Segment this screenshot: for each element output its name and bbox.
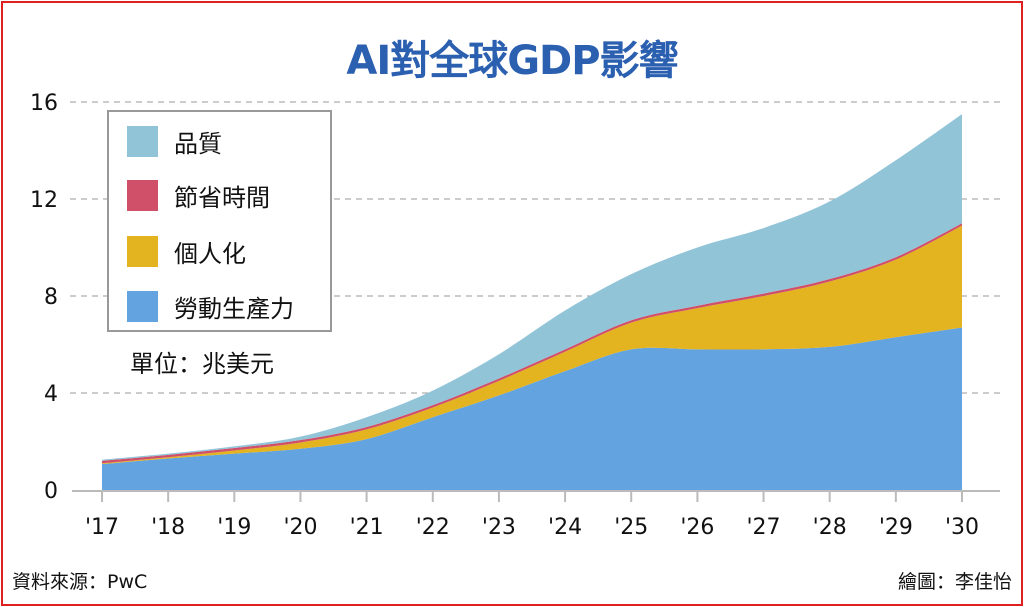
x-tick-label: '25 — [614, 515, 648, 540]
x-tick-label: '28 — [813, 515, 847, 540]
y-tick-label: 4 — [44, 382, 58, 407]
legend-swatch — [127, 235, 158, 267]
legend-item-quality: 品質 — [127, 124, 222, 158]
area-3 — [102, 114, 962, 461]
x-tick-label: '19 — [217, 515, 251, 540]
legend-item-labor-productivity: 勞動生產力 — [127, 289, 294, 323]
legend-label: 節省時間 — [174, 183, 270, 212]
x-tick-label: '29 — [879, 515, 913, 540]
x-tick-label: '30 — [945, 515, 979, 540]
y-tick-label: 0 — [44, 479, 58, 504]
chart-title: AI對全球GDP影響 — [346, 38, 678, 84]
legend-label: 品質 — [174, 129, 222, 158]
legend-label: 個人化 — [174, 239, 246, 268]
y-tick-label: 8 — [44, 285, 58, 310]
x-tick-label: '18 — [151, 515, 185, 540]
area-0 — [102, 327, 962, 490]
legend-item-personalization: 個人化 — [127, 234, 246, 268]
legend: 品質 節省時間 個人化 勞動生產力 — [107, 110, 332, 332]
x-tick-label: '26 — [680, 515, 714, 540]
legend-item-time-saving: 節省時間 — [127, 178, 270, 212]
area-1 — [102, 225, 962, 465]
x-tick-label: '27 — [747, 515, 781, 540]
x-tick-label: '21 — [350, 515, 384, 540]
y-tick-label: 12 — [30, 188, 58, 213]
x-tick-label: '17 — [85, 515, 119, 540]
legend-swatch — [127, 290, 158, 322]
x-tick-label: '23 — [482, 515, 516, 540]
credit-note: 繪圖：李佳怡 — [897, 571, 1012, 593]
x-tick-label: '24 — [548, 515, 582, 540]
source-note: 資料來源：PwC — [12, 571, 148, 593]
legend-label: 勞動生產力 — [174, 294, 294, 323]
y-tick-label: 16 — [30, 91, 58, 116]
legend-swatch — [127, 179, 158, 211]
x-tick-label: '22 — [416, 515, 450, 540]
legend-swatch — [127, 125, 158, 157]
unit-note: 單位：兆美元 — [130, 350, 274, 378]
x-tick-label: '20 — [283, 515, 317, 540]
